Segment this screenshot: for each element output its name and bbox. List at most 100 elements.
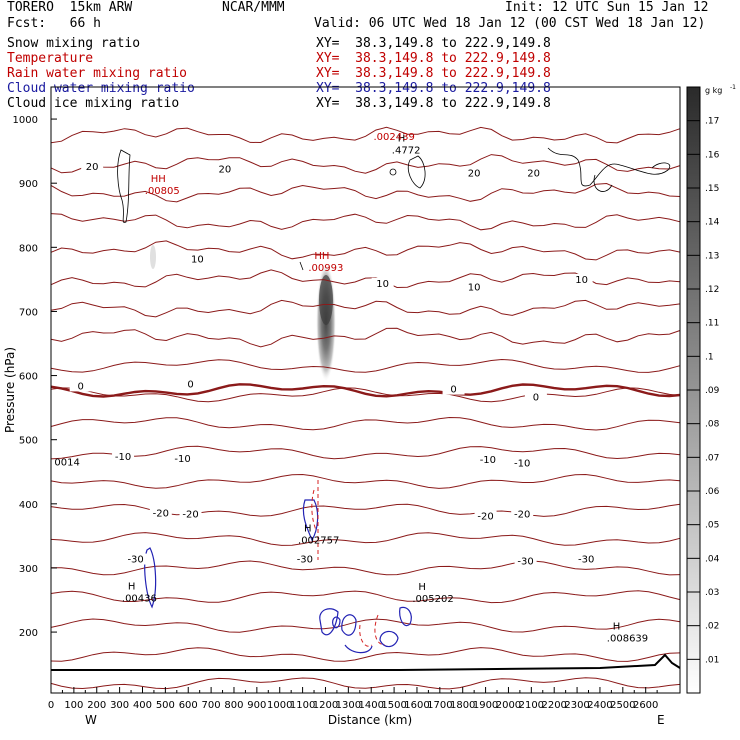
isotherm-label-bg (371, 277, 394, 289)
axes (50, 86, 681, 694)
x-tick-label: 2000 (496, 700, 521, 711)
y-axis-label: Pressure (hPa) (3, 347, 17, 433)
freezing-level-isotherm (50, 383, 681, 398)
isotherm-line (50, 327, 681, 348)
colorbar-tick-label: .04 (705, 554, 720, 564)
isotherm-label: 10 (575, 275, 588, 286)
isotherm-label: -20 (477, 512, 493, 523)
x-tick-label: 700 (202, 700, 221, 711)
temperature-isotherms (50, 126, 681, 690)
isotherm-label: -10 (115, 452, 131, 463)
isotherm-line (50, 126, 681, 144)
isotherm-label-bg (476, 454, 499, 466)
isotherm-label: -20 (514, 510, 530, 521)
isotherm-label-bg (570, 273, 593, 285)
field-xy-snow: XY= 38.3,149.8 to 222.9,149.8 (316, 36, 551, 51)
isotherm-line (50, 299, 681, 318)
isotherm-line (50, 240, 681, 261)
x-tick-label: 2100 (519, 700, 544, 711)
extrema-labels: H.00436H.005202H.008639H.0027570014HH.00… (54, 132, 648, 644)
isotherm-label: 20 (218, 165, 231, 176)
isotherm-label: 0 (533, 392, 539, 403)
colorbar-tick-label: .05 (705, 521, 719, 531)
field-label-cloud-ice: Cloud ice mixing ratio (7, 96, 180, 111)
isotherm-line (50, 182, 681, 203)
x-tick-label: 2400 (587, 700, 612, 711)
field-xy-temperature: XY= 38.3,149.8 to 222.9,149.8 (316, 51, 551, 66)
ground-line (51, 653, 681, 671)
y-tick-label: 700 (19, 307, 38, 318)
cloud-water-contours (144, 499, 412, 654)
x-tick-label: 1200 (313, 700, 338, 711)
isotherm-line (50, 445, 681, 460)
isotherm-line (51, 560, 681, 576)
extremum-value: .00436 (122, 593, 157, 604)
extremum-marker: H (418, 582, 426, 593)
colorbar-tick-label: .14 (705, 218, 720, 228)
x-tick-label: 800 (224, 700, 243, 711)
model-title: TORERO 15km ARW (7, 0, 133, 15)
colorbar-tick-label: .15 (705, 184, 719, 194)
x-axis-left-end: W (85, 713, 97, 727)
extremum-value: .008639 (607, 634, 648, 645)
y-tick-label: 300 (19, 564, 38, 575)
colorbar-tick-label: .07 (705, 453, 719, 463)
x-tick-label: 1000 (267, 700, 292, 711)
isotherm-label-bg (575, 553, 598, 565)
isotherm-line (50, 532, 681, 546)
isotherm-label-bg (293, 553, 316, 565)
isotherm-line (50, 647, 681, 662)
field-label-snow: Snow mixing ratio (7, 36, 141, 51)
init-time: Init: 12 UTC Sun 15 Jan 12 (505, 0, 709, 15)
center-title: NCAR/MMM (222, 0, 285, 15)
x-tick-label: 1900 (473, 700, 498, 711)
field-xy-rain: XY= 38.3,149.8 to 222.9,149.8 (316, 66, 551, 81)
isotherm-line (50, 618, 681, 633)
isotherm-labels: -30 -30 -30 -30 -20 -20 -20 -20 -10 -10 -10 -10 0 0 0 0… (69, 161, 598, 567)
colorbar-tick-label: .02 (705, 622, 719, 632)
colorbar-tick-label: .11 (705, 319, 719, 329)
isotherm-label-bg (463, 167, 486, 179)
x-tick-label: 1400 (358, 700, 383, 711)
extremum-value: .00993 (308, 263, 343, 274)
x-tick-label: 2300 (564, 700, 589, 711)
colorbar-unit-exponent: -1 (730, 84, 736, 91)
x-tick-label: 1800 (450, 700, 475, 711)
isotherm-label: -10 (174, 454, 190, 465)
rain-water-contours (311, 480, 386, 647)
colorbar-tick-label: .17 (705, 117, 719, 127)
field-label-temperature: Temperature (7, 51, 94, 66)
isotherm-line (50, 677, 681, 690)
x-axis-label: Distance (km) (328, 713, 412, 727)
forecast-hour: Fcst: 66 h (7, 16, 101, 31)
extremum-marker: H (128, 581, 136, 592)
y-tick-label: 900 (19, 179, 38, 190)
field-xy-cloud-ice: XY= 38.3,149.8 to 222.9,149.8 (316, 96, 551, 111)
extremum-value: .005202 (412, 594, 453, 605)
x-tick-label: 2600 (633, 700, 658, 711)
extremum-marker: H (613, 622, 621, 633)
isotherm-label-bg (463, 281, 486, 293)
x-tick-label: 1600 (404, 700, 429, 711)
isotherm-label: -20 (182, 510, 198, 521)
isotherm-label: -30 (578, 555, 594, 566)
extremum-marker: HH (314, 251, 329, 262)
x-tick-label: 2200 (541, 700, 566, 711)
x-tick-label: 1700 (427, 700, 452, 711)
extremum-value: .4772 (392, 146, 421, 157)
x-tick-label: 1300 (336, 700, 361, 711)
isotherm-label: 0 (187, 379, 193, 390)
colorbar-tick-label: .08 (705, 420, 720, 430)
x-tick-label: 100 (64, 700, 83, 711)
y-tick-label: 200 (19, 628, 38, 639)
extremum-value: .00805 (145, 186, 180, 197)
x-tick-label: 1500 (381, 700, 406, 711)
isotherm-line (50, 358, 681, 373)
x-tick-label: 1100 (290, 700, 315, 711)
colorbar-tick-label: .13 (705, 251, 719, 261)
isotherm-label: 20 (468, 168, 481, 179)
isotherm-label-bg (186, 253, 209, 265)
x-tick-label: 0 (48, 700, 54, 711)
isotherm-label-bg (69, 380, 92, 392)
isotherm-label-bg (474, 510, 497, 522)
